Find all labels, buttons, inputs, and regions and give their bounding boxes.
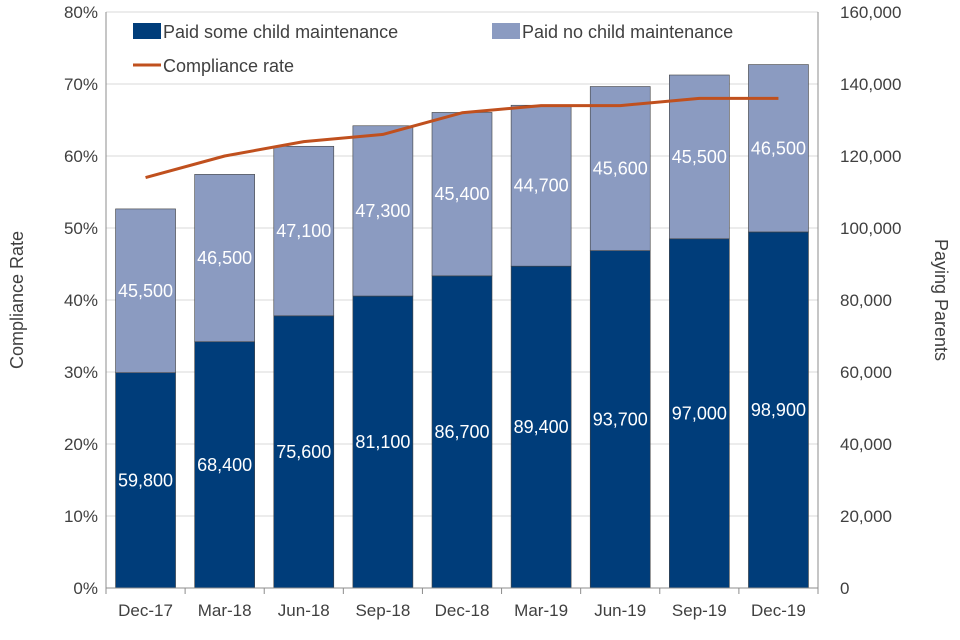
x-tick-label: Jun-19 [594, 601, 646, 620]
right-tick-label: 100,000 [840, 219, 901, 238]
bar-label-paid-none: 46,500 [197, 248, 252, 268]
bar-label-paid-none: 45,500 [118, 281, 173, 301]
bar-paid-some [273, 315, 335, 589]
bar-paid-none [194, 174, 255, 343]
left-tick-label: 40% [64, 291, 98, 310]
right-tick-label: 120,000 [840, 147, 901, 166]
bar-label-paid-some: 86,700 [434, 422, 489, 442]
bar-paid-none [352, 125, 414, 297]
right-axis-title: Paying Parents [931, 239, 951, 361]
bar-paid-none [115, 208, 176, 374]
right-tick-label: 0 [840, 579, 849, 598]
left-tick-label: 0% [73, 579, 98, 598]
bar-label-paid-some: 81,100 [355, 432, 410, 452]
legend: Paid some child maintenance Paid no chil… [133, 22, 733, 76]
bar-paid-none [273, 145, 335, 317]
bar-label-paid-none: 44,700 [514, 176, 569, 196]
bar-label-paid-none: 45,600 [593, 159, 648, 179]
bar-paid-none [748, 64, 809, 233]
bar-label-paid-none: 47,300 [355, 201, 410, 221]
x-tick-label: Mar-19 [514, 601, 568, 620]
left-tick-label: 10% [64, 507, 98, 526]
bar-label-paid-some: 75,600 [276, 442, 331, 462]
bar-label-paid-none: 45,400 [434, 184, 489, 204]
bars: 59,800 45,500 68,400 46,500 75,600 47,100 81,1… [115, 64, 809, 589]
bar-label-paid-none: 46,500 [751, 138, 806, 158]
bar-label-paid-some: 98,900 [751, 400, 806, 420]
bar-label-paid-some: 68,400 [197, 455, 252, 475]
bar-paid-none [431, 112, 493, 277]
bar-paid-some [194, 341, 255, 589]
bar-paid-some [115, 372, 176, 589]
right-tick-label: 20,000 [840, 507, 892, 526]
x-tick-label: Dec-18 [435, 601, 490, 620]
x-tick-label: Dec-17 [118, 601, 173, 620]
right-tick-label: 140,000 [840, 75, 901, 94]
left-tick-label: 60% [64, 147, 98, 166]
bar-label-paid-some: 89,400 [514, 417, 569, 437]
left-axis-title: Compliance Rate [7, 231, 27, 369]
x-tick-label: Jun-18 [278, 601, 330, 620]
bar-label-paid-some: 93,700 [593, 409, 648, 429]
compliance-line-layer [145, 96, 779, 180]
right-tick-label: 40,000 [840, 435, 892, 454]
legend-label-paid-none: Paid no child maintenance [522, 22, 733, 42]
left-tick-label: 20% [64, 435, 98, 454]
right-tick-label: 160,000 [840, 3, 901, 22]
axes [105, 12, 819, 594]
compliance-rate-line [145, 96, 779, 180]
left-tick-label: 30% [64, 363, 98, 382]
legend-swatch-paid-none [492, 23, 520, 39]
legend-label-compliance: Compliance rate [163, 56, 294, 76]
bar-paid-none [510, 104, 572, 267]
right-axis-ticks: 0 20,000 40,000 60,000 80,000 100,000 120,000 1… [840, 3, 901, 598]
bar-label-paid-some: 59,800 [118, 470, 173, 490]
bar-paid-none [669, 74, 730, 240]
x-tick-label: Dec-19 [751, 601, 806, 620]
bar-label-paid-some: 97,000 [672, 403, 727, 423]
bar-label-paid-none: 47,100 [276, 221, 331, 241]
right-tick-label: 60,000 [840, 363, 892, 382]
left-tick-label: 70% [64, 75, 98, 94]
bar-paid-none [589, 86, 651, 251]
bar-paid-some [589, 250, 651, 589]
left-tick-label: 80% [64, 3, 98, 22]
right-tick-label: 80,000 [840, 291, 892, 310]
x-tick-label: Sep-19 [672, 601, 727, 620]
left-tick-label: 50% [64, 219, 98, 238]
legend-swatch-paid-some [133, 23, 161, 39]
left-axis-ticks: 0% 10% 20% 30% 40% 50% 60% 70% 80% [64, 3, 98, 598]
x-tick-label: Mar-18 [198, 601, 252, 620]
bar-paid-some [669, 238, 730, 589]
x-axis-ticks: Dec-17 Mar-18 Jun-18 Sep-18 Dec-18 Mar-19 Jun-… [118, 601, 806, 620]
bar-paid-some [748, 231, 809, 589]
x-tick-label: Sep-18 [355, 601, 410, 620]
legend-label-paid-some: Paid some child maintenance [163, 22, 398, 42]
bar-paid-some [510, 265, 572, 589]
bar-label-paid-none: 45,500 [672, 147, 727, 167]
